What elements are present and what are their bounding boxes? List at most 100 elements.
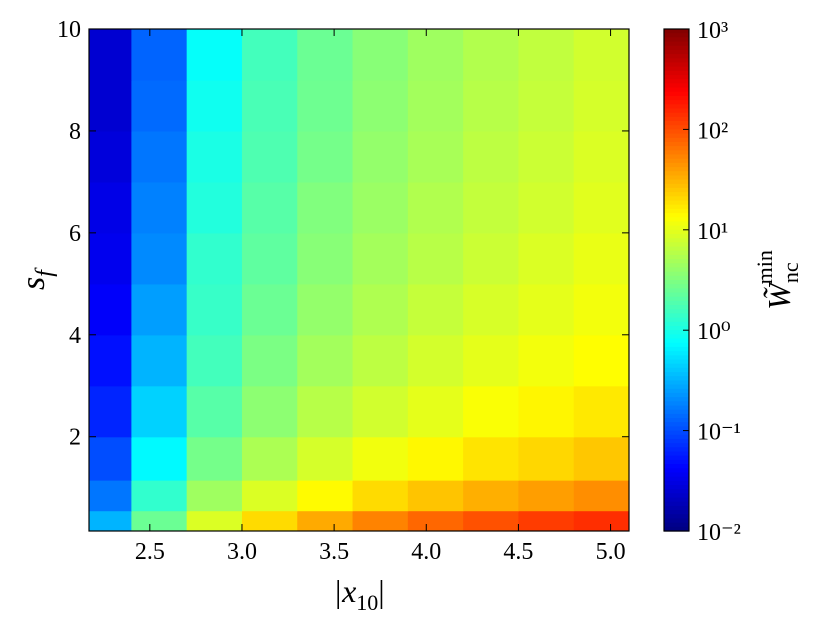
- colorbar-segment: [664, 171, 689, 177]
- heatmap-cell: [407, 334, 464, 387]
- y-label-subscript: f: [32, 267, 58, 277]
- colorbar-segment: [664, 229, 689, 235]
- colorbar-segment: [664, 254, 689, 260]
- colorbar-segment: [664, 476, 689, 482]
- colorbar-segment: [664, 372, 689, 377]
- heatmap-cell: [463, 232, 520, 285]
- heatmap-cell: [463, 510, 520, 531]
- colorbar-segment: [664, 146, 689, 151]
- heatmap-cell: [407, 79, 464, 132]
- heatmap-cell: [241, 283, 298, 336]
- heatmap-cell: [297, 232, 354, 285]
- colorbar-tick-label: 10¹: [697, 219, 728, 245]
- colorbar-segment: [664, 321, 689, 327]
- heatmap-cell: [352, 283, 409, 336]
- colorbar-segment: [664, 522, 689, 528]
- heatmap-cell: [131, 181, 188, 234]
- colorbar-segment: [664, 137, 689, 143]
- colorbar-segment: [664, 200, 689, 206]
- colorbar-segment: [664, 263, 689, 269]
- heatmap-cell: [131, 480, 188, 512]
- colorbar-tick-label: 10²: [697, 118, 728, 144]
- colorbar-segment: [664, 233, 689, 239]
- colorbar-segment: [664, 451, 689, 457]
- colorbar-segment: [664, 187, 689, 193]
- heatmap-cell: [241, 385, 298, 438]
- colorbar-segment: [664, 154, 689, 160]
- heatmap-cell: [352, 130, 409, 183]
- colorbar-segment: [664, 367, 689, 373]
- colorbar-segment: [664, 392, 689, 398]
- heatmap-cell: [352, 232, 409, 285]
- x-tick-label: 3.0: [227, 539, 257, 565]
- heatmap-cell: [463, 79, 520, 132]
- colorbar-segment: [664, 401, 689, 407]
- heatmap-cell: [297, 130, 354, 183]
- colorbar-segment: [664, 514, 689, 520]
- heatmap-cell: [186, 480, 243, 512]
- colorbar-segment: [664, 116, 689, 122]
- heatmap-cell: [352, 79, 409, 132]
- heatmap-cell: [407, 480, 464, 512]
- colorbar-segment: [664, 313, 689, 319]
- heatmap-cell: [518, 334, 575, 387]
- colorbar-segment: [664, 121, 689, 126]
- colorbar-segment: [664, 376, 689, 381]
- colorbar-segment: [664, 363, 689, 369]
- colorbar-segment: [664, 41, 689, 47]
- heatmap-cell: [131, 385, 188, 438]
- colorbar-segment: [664, 162, 689, 168]
- colorbar-segment: [664, 70, 689, 76]
- heatmap-cell: [297, 29, 354, 81]
- colorbar-segment: [664, 418, 689, 423]
- heatmap-cell: [463, 334, 520, 387]
- heatmap-cell: [518, 510, 575, 531]
- colorbar-segment: [664, 271, 689, 277]
- colorbar-segment: [664, 100, 689, 105]
- heatmap-cell: [297, 181, 354, 234]
- colorbar-segment: [664, 459, 689, 465]
- heatmap-cell: [131, 130, 188, 183]
- colorbar-segment: [664, 175, 689, 181]
- colorbar-segment: [664, 413, 689, 419]
- x-tick-label: 4.0: [411, 539, 441, 565]
- heatmap-cell: [573, 480, 629, 512]
- colorbar-segment: [664, 158, 689, 164]
- heatmap-cell: [518, 79, 575, 132]
- heatmap-cell: [89, 232, 132, 285]
- x-label-part: |x: [333, 573, 356, 609]
- colorbar-segment: [664, 196, 689, 202]
- x-tick-label: 3.5: [319, 539, 349, 565]
- heatmap-cell: [131, 79, 188, 132]
- colorbar-segment: [664, 472, 689, 478]
- colorbar-tick-label: 10⁻²: [697, 520, 741, 546]
- heatmap-cell: [573, 79, 629, 132]
- y-axis-label: sf: [15, 267, 58, 290]
- colorbar-segment: [664, 501, 689, 507]
- colorbar-segment: [664, 87, 689, 93]
- colorbar-segment: [664, 342, 689, 348]
- colorbar-tick-label: 10⁰: [697, 319, 731, 345]
- heatmap-cell: [241, 232, 298, 285]
- heatmap-cell: [89, 283, 132, 336]
- heatmap-cell: [463, 283, 520, 336]
- heatmap-cell: [297, 510, 354, 531]
- heatmap-cell: [131, 283, 188, 336]
- heatmap-cell: [89, 385, 132, 438]
- heatmap-cell: [573, 130, 629, 183]
- colorbar-label-subscript: nc: [778, 262, 803, 283]
- colorbar-tick-label: 10⁻¹: [697, 420, 741, 446]
- heatmap-cell: [518, 436, 575, 481]
- colorbar-segment: [664, 484, 689, 490]
- heatmap-cell: [573, 283, 629, 336]
- colorbar-segment: [664, 275, 689, 281]
- heatmap-cell: [518, 232, 575, 285]
- colorbar-segment: [664, 83, 689, 89]
- y-tick-label: 6: [69, 221, 81, 247]
- heatmap-cell: [131, 29, 188, 81]
- colorbar-segment: [664, 422, 689, 428]
- colorbar-segment: [664, 430, 689, 436]
- colorbar-segment: [664, 351, 689, 356]
- heatmap-cell: [573, 510, 629, 531]
- colorbar-segment: [664, 150, 689, 156]
